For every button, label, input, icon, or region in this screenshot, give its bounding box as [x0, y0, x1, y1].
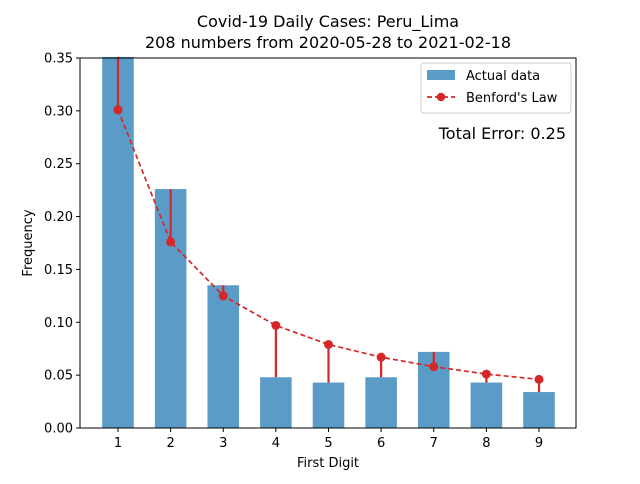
- benford-point-digit-9: [534, 374, 544, 384]
- benford-point-digit-6: [376, 352, 386, 362]
- bar-digit-5: [312, 382, 345, 428]
- legend-marker-benford: [436, 92, 446, 102]
- chart-subtitle: 208 numbers from 2020-05-28 to 2021-02-1…: [145, 33, 511, 52]
- x-tick-label: 9: [535, 436, 543, 451]
- benford-point-digit-5: [324, 339, 333, 349]
- y-tick-label: 0.00: [44, 422, 73, 437]
- chart-title: Covid-19 Daily Cases: Peru_Lima: [197, 12, 459, 32]
- x-tick-label: 2: [166, 436, 174, 451]
- x-tick-label: 8: [482, 436, 490, 451]
- bar-digit-4: [260, 377, 292, 428]
- legend-box: [420, 62, 572, 114]
- benford-point-digit-4: [271, 320, 281, 330]
- legend-swatch-actual: [427, 70, 455, 80]
- legend: Actual data Benford's Law: [420, 62, 572, 114]
- benford-line: [117, 109, 540, 381]
- x-tick-label: 5: [324, 436, 332, 451]
- bar-digit-9: [523, 392, 555, 428]
- x-axis-label: First Digit: [297, 456, 359, 471]
- y-tick-label: 0.15: [44, 263, 73, 278]
- y-tick-label: 0.20: [44, 210, 73, 225]
- legend-label-actual: Actual data: [466, 69, 540, 84]
- y-tick-label: 0.05: [44, 369, 73, 384]
- bar-digit-6: [365, 377, 397, 428]
- x-tick-label: 6: [377, 436, 385, 451]
- legend-label-benford: Benford's Law: [466, 91, 558, 106]
- benford-point-digit-1: [113, 105, 123, 115]
- y-tick-label: 0.30: [44, 104, 73, 119]
- benford-point-digit-8: [481, 369, 491, 379]
- benford-point-digit-2: [166, 237, 176, 247]
- benford-point-digit-7: [429, 362, 439, 372]
- y-axis-label: Frequency: [21, 209, 36, 276]
- y-tick-label: 0.35: [44, 52, 73, 67]
- x-tick-label: 1: [114, 436, 122, 451]
- x-tick-label: 7: [430, 436, 438, 451]
- y-tick-label: 0.10: [44, 316, 73, 331]
- total-error-annotation: Total Error: 0.25: [438, 124, 566, 143]
- bar-digit-8: [470, 382, 503, 428]
- benford-point-digit-3: [218, 291, 228, 301]
- x-tick-label: 4: [272, 436, 280, 451]
- bar-digit-3: [207, 285, 240, 428]
- bar-digit-1: [102, 56, 134, 428]
- x-tick-label: 3: [219, 436, 227, 451]
- y-tick-label: 0.25: [44, 157, 73, 172]
